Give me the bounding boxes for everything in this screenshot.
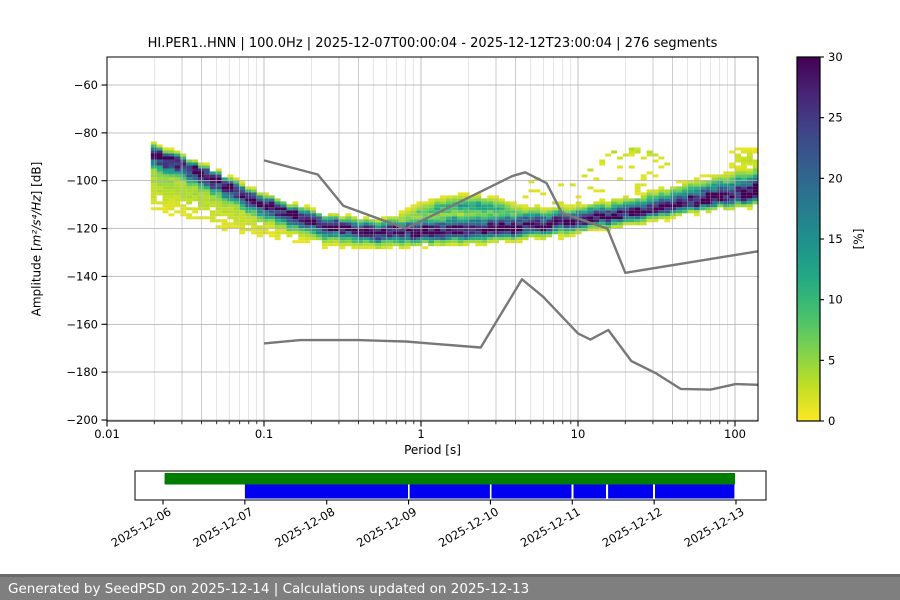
colorbar-tick-label: 25 (828, 111, 843, 125)
y-tick-label: −160 (66, 317, 98, 331)
timeline-date-label: 2025-12-08 (272, 504, 337, 550)
footer-text: Generated by SeedPSD on 2025-12-14 | Cal… (8, 580, 530, 597)
y-tick-label: −120 (66, 222, 98, 236)
colorbar-tick-label: 15 (828, 232, 843, 246)
colorbar-tick-label: 10 (828, 293, 843, 307)
timeline-processed-bar (409, 484, 490, 499)
colorbar-label: [%] (846, 57, 870, 421)
timeline-processed-bar (655, 484, 735, 499)
grid-lines (106, 57, 758, 421)
timeline-date-label: 2025-12-10 (436, 504, 501, 550)
chart-title: HI.PER1..HNN | 100.0Hz | 2025-12-07T00:0… (147, 36, 718, 51)
colorbar-tick-label: 20 (828, 171, 843, 185)
colorbar (797, 57, 820, 421)
colorbar-label-text: [%] (850, 228, 865, 250)
x-axis-label: Period [s] (404, 443, 461, 457)
timeline-date-label: 2025-12-12 (600, 504, 665, 550)
x-tick-label: 10 (571, 427, 586, 441)
timeline-processed-bar (573, 484, 606, 499)
colorbar-tick-label: 30 (828, 50, 843, 64)
timeline-processed-bar (244, 484, 408, 499)
timeline-date-label: 2025-12-07 (190, 504, 255, 550)
y-tick-label: −180 (66, 365, 98, 379)
timeline-processed-bar (608, 484, 653, 499)
timeline-data-available-bar (164, 473, 736, 485)
y-tick-label: −140 (66, 269, 98, 283)
y-axis-label: Amplitude [m²/s⁴/Hz] [dB] (18, 57, 54, 421)
plot-border (106, 56, 759, 422)
x-tick-label: 100 (724, 427, 746, 441)
y-tick-label: −200 (66, 413, 98, 427)
y-tick-label: −80 (74, 126, 98, 140)
timeline-date-label: 2025-12-11 (518, 504, 583, 550)
y-tick-label: −60 (74, 78, 98, 92)
colorbar-tick-label: 5 (828, 353, 835, 367)
timeline-date-label: 2025-12-13 (682, 504, 747, 550)
timeline: 2025-12-06 2025-12-07 2025-12-08 2025-12-09… (109, 470, 767, 550)
y-tick-label: −100 (66, 174, 98, 188)
x-tick-label: 1 (417, 427, 424, 441)
axes: 0.01 0.1 1 10 100 −60 −80 −100 −120 −140 −160 −180 −… (66, 78, 746, 441)
low-noise-model-line (263, 278, 758, 391)
x-tick-label: 0.1 (255, 427, 273, 441)
timeline-date-label: 2025-12-09 (354, 504, 419, 550)
timeline-date-label: 2025-12-06 (109, 504, 174, 550)
noise-model-lines (263, 159, 759, 391)
y-axis-label-suffix: ] [dB] (29, 161, 44, 196)
y-axis-label-prefix: Amplitude [ (29, 246, 44, 317)
x-tick-label: 0.01 (94, 427, 120, 441)
colorbar-tick-label: 0 (828, 414, 835, 428)
footer-bar: Generated by SeedPSD on 2025-12-14 | Cal… (0, 574, 900, 600)
ppsd-heatmap (150, 141, 759, 250)
timeline-processed-bar (491, 484, 572, 499)
y-axis-label-units: m²/s⁴/Hz (29, 195, 44, 247)
high-noise-model-line (263, 159, 759, 274)
